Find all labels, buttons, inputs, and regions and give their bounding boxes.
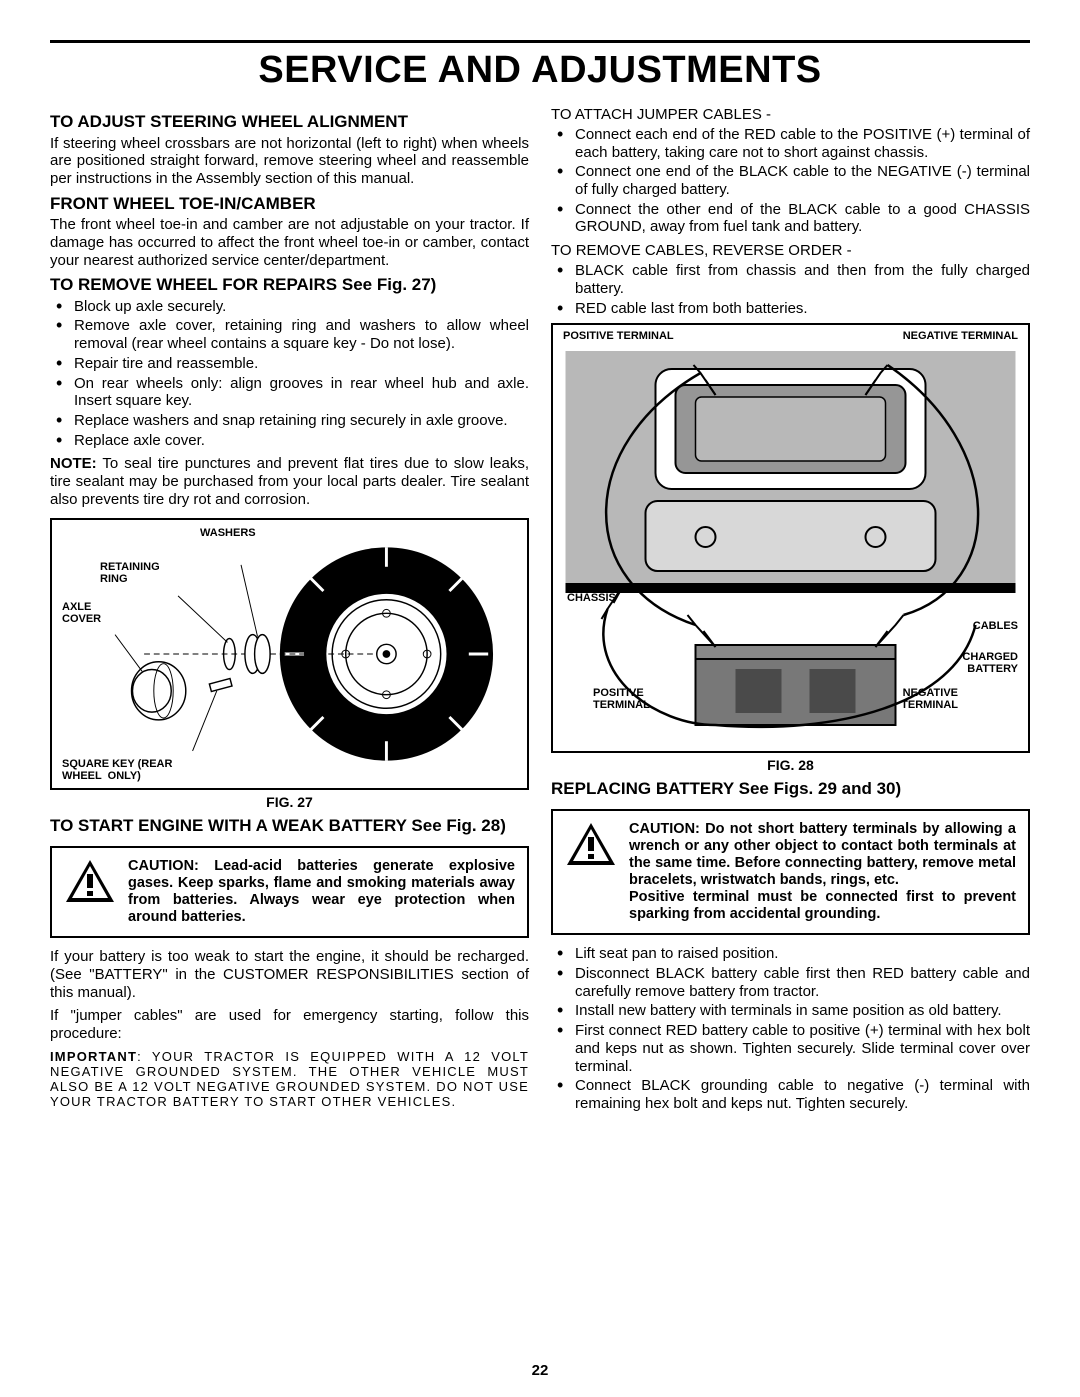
label-washers: WASHERS — [200, 528, 256, 540]
list-item: Repair tire and reassemble. — [74, 355, 529, 373]
heading-toe-in: FRONT WHEEL TOE-IN/CAMBER — [50, 194, 529, 214]
label-square-key: SQUARE KEY (REAR WHEEL ONLY) — [62, 759, 172, 782]
caution-box-batteries: CAUTION: Lead-acid batteries generate ex… — [50, 846, 529, 938]
page-title: SERVICE AND ADJUSTMENTS — [50, 49, 1030, 92]
heading-weak-battery: TO START ENGINE WITH A WEAK BATTERY See … — [50, 816, 529, 836]
label-charged-battery: CHARGED BATTERY — [962, 652, 1018, 675]
para-steering-alignment: If steering wheel crossbars are not hori… — [50, 135, 529, 188]
note-tire-sealant: NOTE: To seal tire punctures and prevent… — [50, 455, 529, 508]
subheading-attach-cables: TO ATTACH JUMPER CABLES - — [551, 106, 1030, 123]
para-weak-battery-1: If your battery is too weak to start the… — [50, 948, 529, 1001]
caution-text: CAUTION: Do not short battery terminals … — [629, 821, 1016, 924]
list-item: Install new battery with terminals in sa… — [575, 1002, 1030, 1020]
note-label: NOTE: — [50, 455, 97, 472]
list-item: On rear wheels only: align grooves in re… — [74, 375, 529, 410]
list-item: Disconnect BLACK battery cable first the… — [575, 965, 1030, 1000]
para-toe-in: The front wheel toe-in and camber are no… — [50, 216, 529, 269]
caution-box-short: CAUTION: Do not short battery terminals … — [551, 809, 1030, 936]
list-item: First connect RED battery cable to posit… — [575, 1022, 1030, 1075]
list-item: Block up axle securely. — [74, 298, 529, 316]
figure-27: WASHERS RETAINING RING AXLE COVER SQUARE… — [50, 518, 529, 790]
list-item: RED cable last from both batteries. — [575, 300, 1030, 318]
page-content: SERVICE AND ADJUSTMENTS TO ADJUST STEERI… — [50, 40, 1030, 1119]
caution-text: CAUTION: Lead-acid batteries generate ex… — [128, 858, 515, 926]
label-neg-term-bot: NEGATIVE TERMINAL — [901, 688, 958, 711]
list-item: Replace washers and snap retaining ring … — [74, 412, 529, 430]
fig28-caption: FIG. 28 — [551, 757, 1030, 773]
label-cables: CABLES — [973, 621, 1018, 633]
left-column: TO ADJUST STEERING WHEEL ALIGNMENT If st… — [50, 106, 529, 1119]
list-attach-cables: Connect each end of the RED cable to the… — [551, 126, 1030, 236]
list-item: Connect each end of the RED cable to the… — [575, 126, 1030, 161]
heading-steering-alignment: TO ADJUST STEERING WHEEL ALIGNMENT — [50, 112, 529, 132]
fig27-caption: FIG. 27 — [50, 794, 529, 810]
heading-replacing-battery: REPLACING BATTERY See Figs. 29 and 30) — [551, 779, 1030, 799]
figure-28: POSITIVE TERMINAL NEGATIVE TERMINAL CHAS… — [551, 323, 1030, 753]
two-column-layout: TO ADJUST STEERING WHEEL ALIGNMENT If st… — [50, 106, 1030, 1119]
warning-triangle-icon — [565, 821, 617, 867]
list-item: BLACK cable first from chassis and then … — [575, 262, 1030, 297]
label-neg-term-top: NEGATIVE TERMINAL — [903, 331, 1018, 343]
list-remove-wheel: Block up axle securely. Remove axle cove… — [50, 298, 529, 450]
right-column: TO ATTACH JUMPER CABLES - Connect each e… — [551, 106, 1030, 1119]
label-pos-term-top: POSITIVE TERMINAL — [563, 331, 674, 343]
list-item: Replace axle cover. — [74, 432, 529, 450]
list-item: Remove axle cover, retaining ring and wa… — [74, 317, 529, 352]
list-item: Lift seat pan to raised position. — [575, 945, 1030, 963]
list-item: Connect the other end of the BLACK cable… — [575, 201, 1030, 236]
list-remove-cables: BLACK cable first from chassis and then … — [551, 262, 1030, 317]
note-body: To seal tire punctures and prevent flat … — [50, 455, 529, 507]
para-weak-battery-2: If "jumper cables" are used for emergenc… — [50, 1007, 529, 1042]
list-item: Connect BLACK grounding cable to negativ… — [575, 1077, 1030, 1112]
label-retaining-ring: RETAINING RING — [100, 562, 160, 585]
list-replace-battery: Lift seat pan to raised position. Discon… — [551, 945, 1030, 1112]
warning-triangle-icon — [64, 858, 116, 904]
heading-remove-wheel: TO REMOVE WHEEL FOR REPAIRS See Fig. 27) — [50, 275, 529, 295]
important-note: IMPORTANT: YOUR TRACTOR IS EQUIPPED WITH… — [50, 1049, 529, 1109]
label-pos-term-bot: POSITIVE TERMINAL — [593, 688, 650, 711]
subheading-remove-cables: TO REMOVE CABLES, REVERSE ORDER - — [551, 242, 1030, 259]
important-label: IMPORTANT — [50, 1049, 137, 1064]
label-axle-cover: AXLE COVER — [62, 602, 101, 625]
page-number: 22 — [532, 1362, 549, 1379]
list-item: Connect one end of the BLACK cable to th… — [575, 163, 1030, 198]
label-chassis: CHASSIS — [567, 593, 616, 605]
